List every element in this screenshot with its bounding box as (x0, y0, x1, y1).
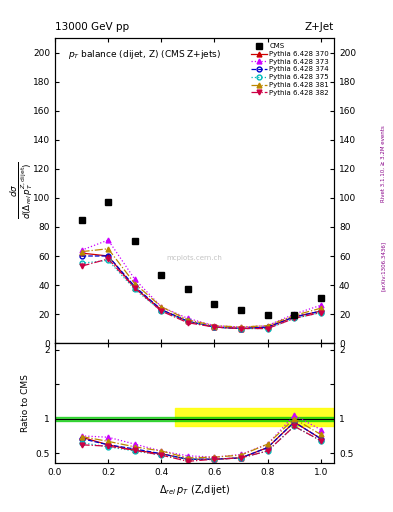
Pythia 6.428 374 (265, 324, 270, 330)
Pythia 6.428 374 (79, 253, 84, 259)
Pythia 6.428 373 (132, 276, 137, 282)
Pythia 6.428 375 (239, 326, 243, 332)
Pythia 6.428 381 (265, 323, 270, 329)
Text: 13000 GeV pp: 13000 GeV pp (55, 22, 129, 32)
CMS (132, 239, 137, 245)
Text: Rivet 3.1.10, ≥ 3.2M events: Rivet 3.1.10, ≥ 3.2M events (381, 125, 386, 202)
CMS (318, 295, 323, 301)
Pythia 6.428 373 (292, 311, 297, 317)
Pythia 6.428 370 (132, 285, 137, 291)
Pythia 6.428 370 (318, 308, 323, 314)
Pythia 6.428 375 (212, 324, 217, 330)
Pythia 6.428 381 (106, 246, 110, 252)
CMS (292, 312, 297, 318)
Pythia 6.428 373 (212, 323, 217, 329)
Pythia 6.428 381 (159, 304, 163, 310)
Pythia 6.428 382 (185, 319, 190, 326)
Line: Pythia 6.428 375: Pythia 6.428 375 (79, 258, 323, 331)
Pythia 6.428 374 (132, 284, 137, 290)
Pythia 6.428 375 (79, 260, 84, 266)
Pythia 6.428 381 (212, 323, 217, 329)
Pythia 6.428 375 (106, 257, 110, 263)
Pythia 6.428 382 (79, 263, 84, 269)
Pythia 6.428 381 (79, 248, 84, 254)
Pythia 6.428 373 (185, 315, 190, 322)
Pythia 6.428 382 (239, 326, 243, 332)
Line: CMS: CMS (79, 199, 324, 318)
Pythia 6.428 370 (159, 307, 163, 313)
Text: Z+Jet: Z+Jet (305, 22, 334, 32)
CMS (159, 272, 163, 278)
Pythia 6.428 382 (212, 324, 217, 330)
Pythia 6.428 373 (106, 237, 110, 243)
CMS (239, 307, 243, 313)
Pythia 6.428 374 (106, 253, 110, 259)
Pythia 6.428 375 (185, 318, 190, 325)
CMS (265, 312, 270, 318)
Line: Pythia 6.428 381: Pythia 6.428 381 (79, 246, 323, 330)
Pythia 6.428 374 (318, 308, 323, 314)
Pythia 6.428 373 (79, 247, 84, 253)
Pythia 6.428 375 (132, 286, 137, 292)
Pythia 6.428 370 (185, 318, 190, 325)
Line: Pythia 6.428 373: Pythia 6.428 373 (79, 238, 323, 330)
Pythia 6.428 370 (265, 324, 270, 330)
Pythia 6.428 374 (212, 324, 217, 330)
Pythia 6.428 375 (265, 326, 270, 332)
Pythia 6.428 375 (159, 308, 163, 314)
Pythia 6.428 382 (106, 256, 110, 262)
Pythia 6.428 374 (185, 318, 190, 325)
Text: mcplots.cern.ch: mcplots.cern.ch (167, 255, 222, 261)
Pythia 6.428 370 (239, 326, 243, 332)
Pythia 6.428 373 (265, 323, 270, 329)
Pythia 6.428 373 (239, 324, 243, 330)
Pythia 6.428 370 (212, 324, 217, 330)
Pythia 6.428 382 (318, 309, 323, 315)
Pythia 6.428 370 (106, 253, 110, 259)
Text: [arXiv:1306.3436]: [arXiv:1306.3436] (381, 241, 386, 291)
Pythia 6.428 381 (239, 324, 243, 330)
Pythia 6.428 381 (132, 281, 137, 287)
Pythia 6.428 373 (159, 304, 163, 310)
Pythia 6.428 381 (292, 312, 297, 318)
Line: Pythia 6.428 374: Pythia 6.428 374 (79, 253, 323, 331)
Pythia 6.428 381 (185, 317, 190, 323)
Pythia 6.428 374 (239, 326, 243, 332)
Line: Pythia 6.428 370: Pythia 6.428 370 (79, 251, 323, 331)
CMS (79, 217, 84, 223)
Pythia 6.428 374 (292, 314, 297, 320)
Text: $p_T$ balance (dijet, Z) (CMS Z+jets): $p_T$ balance (dijet, Z) (CMS Z+jets) (68, 48, 221, 60)
Pythia 6.428 375 (318, 309, 323, 315)
Pythia 6.428 381 (318, 305, 323, 311)
Line: Pythia 6.428 382: Pythia 6.428 382 (79, 257, 323, 331)
Pythia 6.428 382 (292, 315, 297, 322)
Pythia 6.428 373 (318, 302, 323, 308)
X-axis label: $\Delta_{rel}\,p_T$ (Z,dijet): $\Delta_{rel}\,p_T$ (Z,dijet) (159, 483, 230, 497)
Pythia 6.428 375 (292, 315, 297, 322)
Pythia 6.428 382 (265, 326, 270, 332)
Pythia 6.428 382 (132, 285, 137, 291)
Legend: CMS, Pythia 6.428 370, Pythia 6.428 373, Pythia 6.428 374, Pythia 6.428 375, Pyt: CMS, Pythia 6.428 370, Pythia 6.428 373,… (250, 42, 331, 97)
Pythia 6.428 370 (292, 314, 297, 320)
Text: $\frac{d\sigma}{d(\Delta_{rel}\,p_T^{Z,\mathrm{dijet}})}$: $\frac{d\sigma}{d(\Delta_{rel}\,p_T^{Z,\… (8, 162, 35, 219)
CMS (106, 199, 110, 205)
CMS (212, 301, 217, 307)
Pythia 6.428 374 (159, 307, 163, 313)
Pythia 6.428 382 (159, 308, 163, 314)
CMS (185, 286, 190, 292)
Pythia 6.428 370 (79, 250, 84, 256)
Y-axis label: Ratio to CMS: Ratio to CMS (21, 374, 30, 432)
